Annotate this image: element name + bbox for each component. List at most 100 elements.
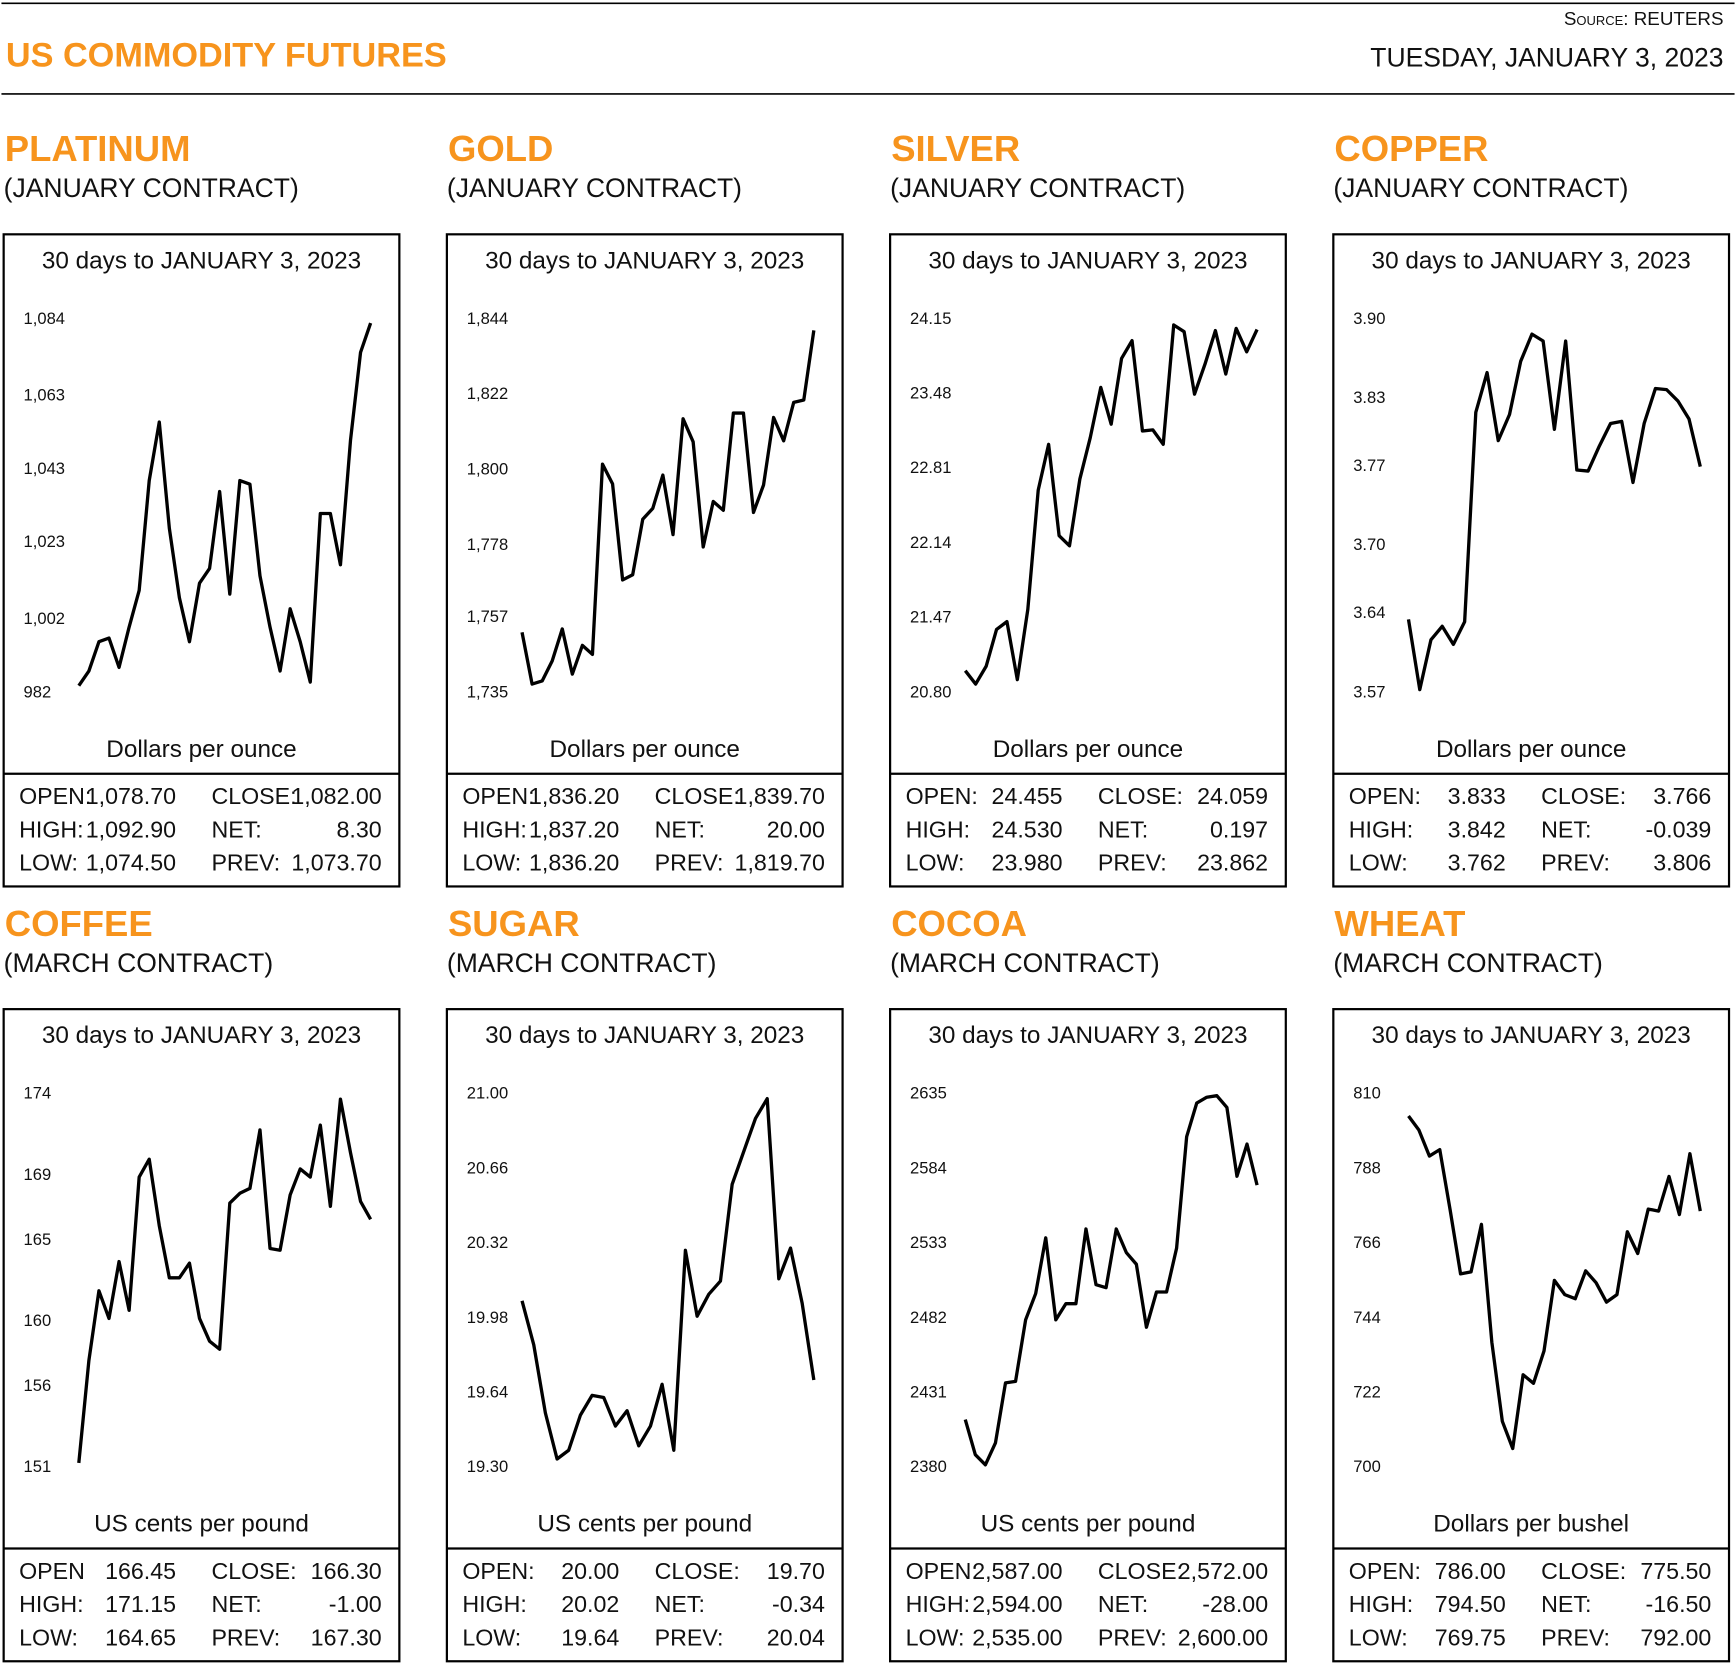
commodity-title: WHEAT xyxy=(1334,903,1465,944)
y-tick-label: 20.66 xyxy=(467,1158,508,1177)
page-title: US COMMODITY FUTURES xyxy=(6,37,447,75)
unit-label: Dollars per ounce xyxy=(993,736,1183,763)
price-line xyxy=(77,322,373,687)
stat-value: 167.30 xyxy=(311,1624,382,1650)
stat-label: CLOSE: xyxy=(1541,783,1626,809)
contract-label: (MARCH CONTRACT) xyxy=(4,948,274,978)
date: TUESDAY, JANUARY 3, 2023 xyxy=(1370,43,1723,73)
stat-value: 1,078.70 xyxy=(86,783,176,809)
y-tick-label: 3.77 xyxy=(1353,456,1385,475)
stat-label: NET: xyxy=(1541,816,1591,842)
y-tick-label: 23.48 xyxy=(910,384,951,403)
stat-value: 24.530 xyxy=(992,816,1063,842)
stat-value: 19.70 xyxy=(767,1558,825,1584)
unit-label: Dollars per ounce xyxy=(106,736,296,763)
price-line xyxy=(963,1094,1259,1467)
stat-label: HIGH: xyxy=(906,816,970,842)
stat-value: 23.862 xyxy=(1197,849,1268,875)
stat-value: 3.762 xyxy=(1448,849,1506,875)
stat-value: 1,836.20 xyxy=(529,783,619,809)
y-tick-label: 3.83 xyxy=(1353,388,1385,407)
y-tick-label: 1,735 xyxy=(467,682,508,701)
chart-caption: 30 days to JANUARY 3, 2023 xyxy=(1372,1022,1691,1049)
y-tick-label: 700 xyxy=(1353,1457,1381,1476)
commodity-title: PLATINUM xyxy=(5,128,191,169)
stat-label: OPEN: xyxy=(1349,1558,1421,1584)
stat-value: 171.15 xyxy=(105,1591,176,1617)
stat-label: PREV: xyxy=(655,849,724,875)
y-tick-label: 165 xyxy=(24,1230,52,1249)
chart-caption: 30 days to JANUARY 3, 2023 xyxy=(1372,247,1691,274)
stat-label: PREV: xyxy=(1098,849,1167,875)
y-tick-label: 2482 xyxy=(910,1308,947,1327)
stat-label: NET: xyxy=(1098,1591,1148,1617)
panel-box xyxy=(889,233,1287,888)
stat-value: 769.75 xyxy=(1435,1624,1506,1650)
stat-value: 786.00 xyxy=(1435,1558,1506,1584)
stat-label: NET: xyxy=(1541,1591,1591,1617)
y-tick-label: 3.57 xyxy=(1353,682,1385,701)
stat-label: OPEN: xyxy=(19,783,91,809)
stat-label: HIGH: xyxy=(1349,816,1413,842)
y-tick-label: 1,063 xyxy=(24,386,65,405)
stat-value: -16.50 xyxy=(1646,1591,1712,1617)
stat-label: LOW: xyxy=(1349,849,1408,875)
chart-caption: 30 days to JANUARY 3, 2023 xyxy=(928,247,1247,274)
stat-value: -28.00 xyxy=(1202,1591,1268,1617)
stat-label: NET: xyxy=(655,816,705,842)
panel-box xyxy=(445,1008,844,1663)
stat-value: 1,839.70 xyxy=(735,783,825,809)
contract-label: (MARCH CONTRACT) xyxy=(447,948,717,978)
y-tick-label: 1,778 xyxy=(467,535,508,554)
y-tick-label: 766 xyxy=(1353,1233,1381,1252)
y-tick-label: 1,800 xyxy=(467,460,508,479)
contract-label: (JANUARY CONTRACT) xyxy=(4,173,299,203)
y-tick-label: 21.47 xyxy=(910,608,951,627)
y-tick-label: 20.80 xyxy=(910,682,951,701)
panel-box xyxy=(1332,233,1731,888)
stat-label: CLOSE: xyxy=(655,1558,740,1584)
y-tick-label: 21.00 xyxy=(467,1084,508,1103)
price-line xyxy=(963,323,1259,686)
commodity-title: GOLD xyxy=(448,128,553,169)
stat-label: OPEN: xyxy=(1349,783,1421,809)
stat-label: PREV: xyxy=(1098,1624,1167,1650)
chart-caption: 30 days to JANUARY 3, 2023 xyxy=(42,247,361,274)
unit-label: Dollars per ounce xyxy=(1436,736,1626,763)
unit-label: Dollars per bushel xyxy=(1433,1511,1629,1538)
stat-label: HIGH: xyxy=(462,816,526,842)
stat-value: 1,082.00 xyxy=(291,783,381,809)
stat-label: CLOSE: xyxy=(1541,1558,1626,1584)
stat-value: 3.833 xyxy=(1448,783,1506,809)
y-tick-label: 19.30 xyxy=(467,1457,508,1476)
y-tick-label: 22.14 xyxy=(910,533,951,552)
commodity-title: COPPER xyxy=(1334,128,1488,169)
stat-value: 24.455 xyxy=(992,783,1063,809)
y-tick-label: 2584 xyxy=(910,1158,947,1177)
stat-value: 1,836.20 xyxy=(529,849,619,875)
stat-value: 3.806 xyxy=(1653,849,1711,875)
y-tick-label: 3.70 xyxy=(1353,535,1385,554)
panel-box xyxy=(2,233,401,888)
y-tick-label: 3.90 xyxy=(1353,309,1385,328)
unit-label: Dollars per ounce xyxy=(550,736,740,763)
stat-value: 19.64 xyxy=(561,1624,619,1650)
unit-label: US cents per pound xyxy=(537,1511,752,1538)
stat-value: 23.980 xyxy=(992,849,1063,875)
stat-value: 3.766 xyxy=(1653,783,1711,809)
stat-label: NET: xyxy=(211,816,261,842)
y-tick-label: 19.98 xyxy=(467,1308,508,1327)
stat-label: CLOSE: xyxy=(1098,783,1183,809)
y-tick-label: 2533 xyxy=(910,1233,947,1252)
stat-value: 792.00 xyxy=(1640,1624,1711,1650)
price-line xyxy=(520,1097,816,1461)
stat-value: -0.34 xyxy=(772,1591,825,1617)
contract-label: (MARCH CONTRACT) xyxy=(1333,948,1603,978)
y-tick-label: 810 xyxy=(1353,1084,1381,1103)
stat-value: 3.842 xyxy=(1448,816,1506,842)
stat-label: PREV: xyxy=(1541,1624,1610,1650)
stat-label: HIGH: xyxy=(462,1591,526,1617)
stat-value: 20.04 xyxy=(767,1624,825,1650)
stat-value: 2,594.00 xyxy=(972,1591,1062,1617)
